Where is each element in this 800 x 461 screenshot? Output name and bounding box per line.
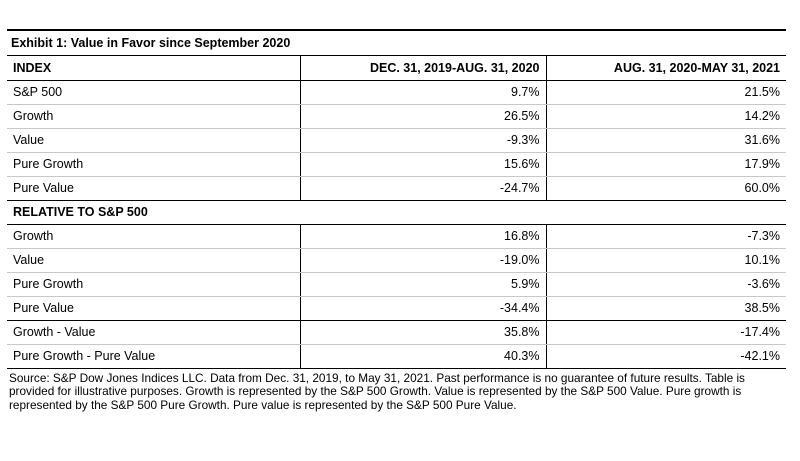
table-row: Value -19.0% 10.1% — [7, 248, 786, 273]
row-value-period-1: -9.3% — [299, 128, 546, 153]
row-value-period-1: 26.5% — [299, 104, 546, 129]
row-value-period-2: 38.5% — [545, 296, 786, 321]
row-label: Growth - Value — [7, 320, 300, 345]
row-label: Value — [7, 128, 300, 153]
row-label: Growth — [7, 224, 300, 249]
row-value-period-2: -42.1% — [545, 344, 786, 369]
table-row: Pure Growth - Pure Value 40.3% -42.1% — [7, 344, 786, 369]
row-value-period-2: 60.0% — [545, 176, 786, 201]
row-value-period-1: 5.9% — [299, 272, 546, 297]
row-value-period-2: 31.6% — [545, 128, 786, 153]
table-row: Pure Value -24.7% 60.0% — [7, 176, 786, 201]
column-header-period-1: DEC. 31, 2019-AUG. 31, 2020 — [299, 56, 546, 81]
row-label: Pure Growth — [7, 272, 300, 297]
row-value-period-2: 14.2% — [545, 104, 786, 129]
row-value-period-1: 35.8% — [299, 320, 546, 345]
row-value-period-2: 10.1% — [545, 248, 786, 273]
row-value-period-2: -17.4% — [545, 320, 786, 345]
row-value-period-1: 40.3% — [299, 344, 546, 369]
top-rule — [7, 29, 786, 31]
table-row: Growth - Value 35.8% -17.4% — [7, 320, 786, 345]
row-label: Pure Growth - Pure Value — [7, 344, 300, 369]
section-label: RELATIVE TO S&P 500 — [7, 200, 786, 225]
row-label: Growth — [7, 104, 300, 129]
table-header-row: INDEX DEC. 31, 2019-AUG. 31, 2020 AUG. 3… — [7, 56, 786, 81]
row-value-period-1: -24.7% — [299, 176, 546, 201]
row-label: Value — [7, 248, 300, 273]
table-row: Growth 16.8% -7.3% — [7, 224, 786, 249]
row-value-period-2: 17.9% — [545, 152, 786, 177]
table-row: Value -9.3% 31.6% — [7, 128, 786, 153]
row-value-period-1: -19.0% — [299, 248, 546, 273]
returns-table: INDEX DEC. 31, 2019-AUG. 31, 2020 AUG. 3… — [7, 56, 786, 369]
row-label: Pure Growth — [7, 152, 300, 177]
table-row: Pure Growth 5.9% -3.6% — [7, 272, 786, 297]
exhibit: Exhibit 1: Value in Favor since Septembe… — [7, 29, 786, 412]
source-note: Source: S&P Dow Jones Indices LLC. Data … — [9, 370, 745, 412]
table-row: Pure Value -34.4% 38.5% — [7, 296, 786, 321]
row-label: Pure Value — [7, 296, 300, 321]
row-value-period-1: 16.8% — [299, 224, 546, 249]
row-value-period-1: -34.4% — [299, 296, 546, 321]
exhibit-title: Exhibit 1: Value in Favor since Septembe… — [7, 31, 786, 56]
row-label: Pure Value — [7, 176, 300, 201]
column-header-index: INDEX — [7, 56, 300, 81]
row-value-period-2: -7.3% — [545, 224, 786, 249]
table-row: Growth 26.5% 14.2% — [7, 104, 786, 129]
row-value-period-1: 9.7% — [299, 80, 546, 105]
row-value-period-2: -3.6% — [545, 272, 786, 297]
row-label: S&P 500 — [7, 80, 300, 105]
row-value-period-2: 21.5% — [545, 80, 786, 105]
section-header-row: RELATIVE TO S&P 500 — [7, 200, 786, 225]
table-row: S&P 500 9.7% 21.5% — [7, 80, 786, 105]
table-row: Pure Growth 15.6% 17.9% — [7, 152, 786, 177]
column-header-period-2: AUG. 31, 2020-MAY 31, 2021 — [545, 56, 786, 81]
row-value-period-1: 15.6% — [299, 152, 546, 177]
